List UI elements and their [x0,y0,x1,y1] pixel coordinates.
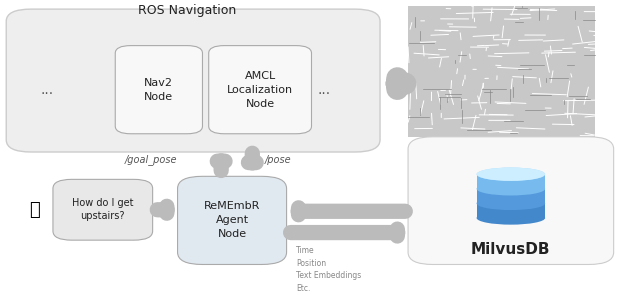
Text: Nav2
Node: Nav2 Node [145,78,173,102]
Text: ...: ... [317,83,331,97]
FancyBboxPatch shape [408,6,595,137]
Ellipse shape [477,182,545,195]
FancyBboxPatch shape [408,137,614,264]
Ellipse shape [477,211,545,225]
Text: MilvusDB: MilvusDB [471,242,551,257]
Ellipse shape [477,197,545,210]
Ellipse shape [477,168,545,181]
Text: /goal_pose: /goal_pose [125,154,178,165]
Text: /pose: /pose [265,155,292,164]
Text: 🧒: 🧒 [29,201,40,219]
Text: ...: ... [40,83,54,97]
Text: AMCL
Localization
Node: AMCL Localization Node [227,71,293,109]
Text: ROS Navigation: ROS Navigation [138,4,236,17]
Text: ReMEmbR
Agent
Node: ReMEmbR Agent Node [204,201,260,240]
FancyBboxPatch shape [178,176,287,264]
FancyBboxPatch shape [477,203,545,218]
FancyBboxPatch shape [477,174,545,189]
Text: Time
Position
Text Embeddings
Etc.: Time Position Text Embeddings Etc. [296,246,361,293]
FancyBboxPatch shape [115,46,202,134]
FancyBboxPatch shape [6,9,380,152]
FancyBboxPatch shape [477,189,545,203]
FancyBboxPatch shape [209,46,312,134]
Ellipse shape [477,168,545,181]
Text: How do I get
upstairs?: How do I get upstairs? [72,198,133,221]
FancyBboxPatch shape [53,179,153,240]
